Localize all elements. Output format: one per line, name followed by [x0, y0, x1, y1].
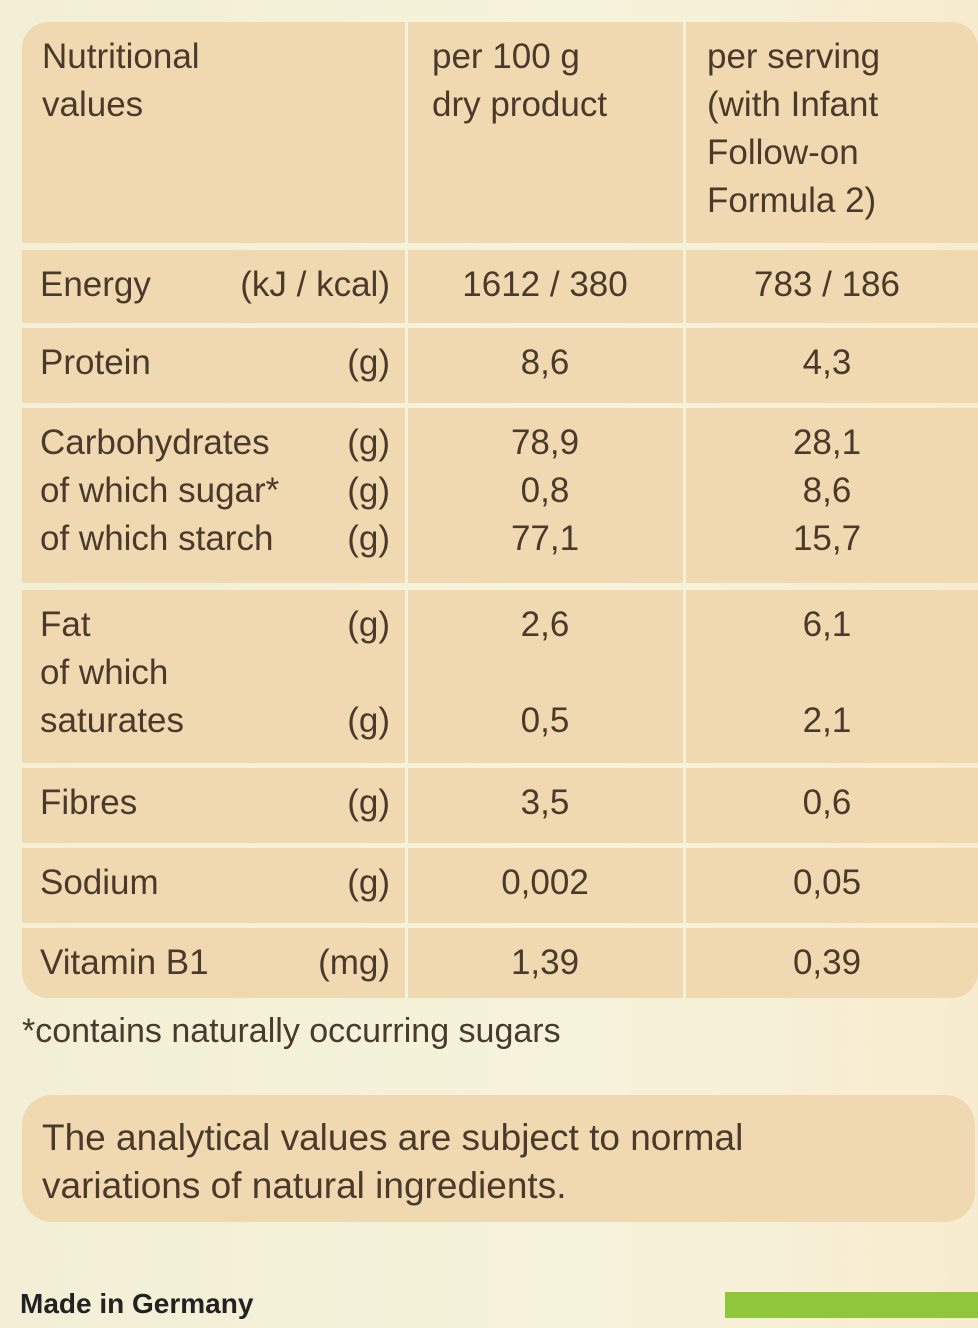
table-cell: [408, 928, 683, 998]
row-unit: (g): [347, 863, 390, 902]
header-text: per serving: [707, 37, 881, 76]
value-per-100g: 78,9: [510, 423, 580, 462]
table-cell: [22, 590, 405, 763]
row-unit: (g): [347, 783, 390, 822]
table-cell: [408, 250, 683, 323]
table-cell: [686, 768, 978, 843]
row-label: Vitamin B1: [40, 943, 209, 982]
row-unit: (g): [347, 343, 390, 382]
value-per-100g: 0,5: [520, 701, 570, 740]
row-label: of which sugar*: [40, 471, 280, 510]
header-text: Nutritional: [42, 37, 200, 76]
row-label: of which starch: [40, 519, 274, 558]
header-text: (with Infant: [707, 85, 879, 124]
row-unit: (g): [347, 519, 390, 558]
row-label: Fibres: [40, 783, 138, 822]
table-cell: [408, 590, 683, 763]
value-per-serving: 2,1: [802, 701, 852, 740]
row-unit: (g): [347, 423, 390, 462]
table-cell: [686, 22, 978, 243]
value-per-100g: 0,8: [520, 471, 570, 510]
table-cell: [686, 328, 978, 403]
footnote: *contains naturally occurring sugars: [22, 1012, 561, 1050]
row-label: Fat: [40, 605, 91, 644]
green-badge: [725, 1292, 978, 1318]
header-text: Formula 2): [707, 181, 877, 220]
row-unit: (kJ / kcal): [240, 265, 390, 304]
table-cell: [686, 250, 978, 323]
row-unit: (g): [347, 471, 390, 510]
row-label: of which: [40, 653, 169, 692]
table-cell: [22, 928, 405, 998]
value-per-100g: 77,1: [510, 519, 580, 558]
value-per-serving: 783 / 186: [754, 265, 900, 304]
row-label: Protein: [40, 343, 151, 382]
table-cell: [686, 590, 978, 763]
table-cell: [408, 768, 683, 843]
note-text: The analytical values are subject to nor…: [42, 1117, 744, 1158]
row-label: Sodium: [40, 863, 159, 902]
header-text: dry product: [432, 85, 608, 124]
value-per-serving: 0,39: [792, 943, 862, 982]
footer: Made in Germany: [20, 1288, 254, 1319]
table-cell: [22, 328, 405, 403]
value-per-100g: 2,6: [520, 605, 570, 644]
value-per-serving: 4,3: [802, 343, 852, 382]
header-text: Follow-on: [707, 133, 859, 172]
value-per-serving: 28,1: [792, 423, 862, 462]
value-per-100g: 3,5: [520, 783, 570, 822]
header-text: values: [42, 85, 144, 124]
value-per-100g: 1,39: [510, 943, 580, 982]
note-box: [22, 1095, 975, 1222]
table-cell: [22, 768, 405, 843]
table-cell: [22, 408, 405, 583]
note-text: variations of natural ingredients.: [42, 1165, 567, 1206]
value-per-100g: 1612 / 380: [462, 265, 628, 304]
table-cell: [408, 22, 683, 243]
table-cell: [22, 250, 405, 323]
value-per-serving: 0,6: [802, 783, 852, 822]
table-cell: [408, 848, 683, 923]
value-per-serving: 15,7: [792, 519, 862, 558]
row-label: saturates: [40, 701, 184, 740]
table-cell: [22, 22, 405, 243]
value-per-serving: 0,05: [792, 863, 862, 902]
table-cell: [686, 408, 978, 583]
row-unit: (mg): [318, 943, 390, 982]
value-per-serving: 6,1: [802, 605, 852, 644]
table-cell: [22, 848, 405, 923]
table-cell: [686, 928, 978, 998]
value-per-100g: 8,6: [520, 343, 570, 382]
row-unit: (g): [347, 701, 390, 740]
value-per-100g: 0,002: [501, 863, 589, 902]
row-label: Carbohydrates: [40, 423, 270, 462]
table-cell: [686, 848, 978, 923]
row-label: Energy: [40, 265, 151, 304]
row-unit: (g): [347, 605, 390, 644]
table-cell: [408, 408, 683, 583]
value-per-serving: 8,6: [802, 471, 852, 510]
table-cell: [408, 328, 683, 403]
header-text: per 100 g: [432, 37, 580, 76]
